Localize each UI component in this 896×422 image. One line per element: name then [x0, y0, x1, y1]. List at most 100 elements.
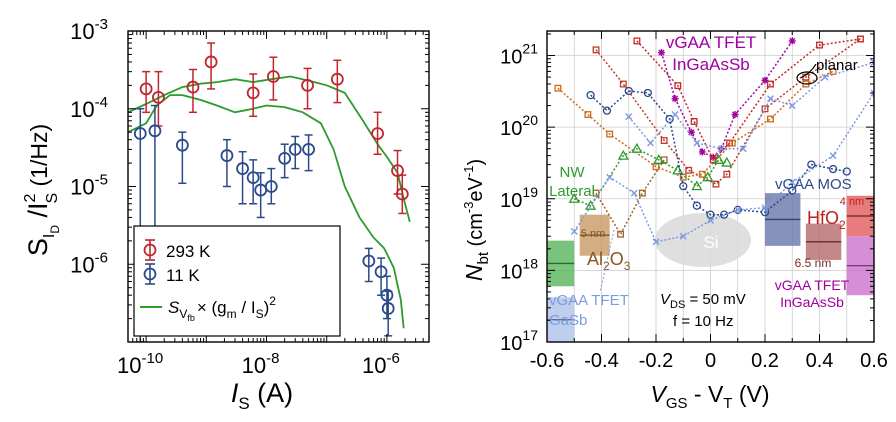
data-point-square — [584, 111, 592, 118]
label-frequency: f = 10 Hz — [673, 313, 733, 330]
data-point — [175, 138, 189, 152]
border-trap-density-chart: -0.6 -0.4 -0.2 0 0.2 0.4 0.6 1017 1018 1019 1020 10… — [461, 30, 888, 412]
right-x-axis-label: VGS - VT (V) — [650, 381, 769, 412]
left-y-axis-label: SID /I2 S (1/Hz) — [22, 124, 62, 256]
data-point — [330, 72, 344, 86]
data-point-star — [671, 95, 679, 103]
legend-item-293k: 293 K — [143, 239, 211, 261]
data-point-x — [788, 102, 796, 110]
label-si: Si — [703, 233, 718, 252]
data-point-x — [717, 145, 725, 153]
data-point-square — [619, 80, 627, 88]
x-tick-label: 0.4 — [806, 350, 834, 372]
data-point-triangle — [721, 156, 733, 167]
data-point — [220, 149, 234, 162]
data-point-square — [856, 35, 864, 43]
data-point-star — [761, 76, 769, 84]
trap-curve — [557, 70, 834, 178]
data-point-circle — [807, 160, 816, 169]
data-point — [204, 55, 218, 69]
data-point-x — [766, 95, 774, 103]
data-point-square — [674, 82, 682, 90]
fit-line — [128, 75, 411, 223]
data-point-triangle — [568, 192, 580, 203]
data-point — [302, 143, 316, 156]
data-point-star — [687, 128, 695, 136]
data-point-x — [821, 73, 829, 81]
data-point-x — [870, 58, 874, 66]
fit-line — [128, 94, 405, 329]
data-point-x — [647, 139, 655, 147]
trap-curve — [660, 40, 793, 159]
label-nw-lateral-1: NW — [560, 164, 586, 181]
data-point-x — [739, 145, 747, 153]
data-point-square — [728, 139, 736, 147]
label-vgaa-tfet-ingaassb-bottom-1: vGAA TFET — [775, 277, 850, 293]
data-point-triangle — [617, 149, 629, 160]
right-y-axis-label: Nbt (cm-3eV-1) — [461, 159, 492, 281]
data-point — [246, 86, 260, 100]
data-point-x — [652, 238, 660, 246]
x-tick-label: 10-8 — [242, 350, 280, 378]
data-point — [391, 164, 404, 178]
data-point-circle — [706, 210, 715, 219]
data-point-x — [671, 111, 679, 119]
y-tick-label: 10-6 — [70, 249, 108, 277]
label-nw-lateral-2: Lateral — [549, 183, 595, 200]
x-tick-label: -0.4 — [584, 350, 618, 372]
data-point-circle — [665, 114, 674, 124]
x-tick-label: 0.2 — [751, 350, 779, 372]
planar-ellipse — [796, 71, 818, 85]
data-point-x — [761, 204, 769, 212]
data-point — [362, 254, 376, 268]
data-point — [152, 90, 165, 104]
data-point-circle — [788, 186, 797, 195]
data-point-x — [679, 232, 687, 240]
label-vgaa-mos: vGAA MOS — [775, 176, 852, 193]
data-point-circle — [842, 167, 851, 176]
data-point — [139, 82, 153, 96]
data-point-x — [829, 152, 837, 160]
data-point-triangle — [631, 142, 643, 153]
data-point — [236, 162, 249, 175]
data-point-triangle — [672, 164, 684, 175]
x-tick-label: -0.6 — [530, 350, 564, 372]
trap-curve — [573, 92, 874, 243]
y-tick-label: 10-4 — [70, 94, 108, 122]
si-ellipse — [655, 213, 751, 267]
data-point-square — [638, 189, 646, 197]
data-point-circle — [719, 210, 729, 219]
label-al2o3: Al2O3 — [587, 249, 631, 273]
data-point-square — [829, 67, 837, 75]
data-point — [301, 78, 314, 92]
data-point-square — [690, 118, 698, 125]
legend-box — [133, 225, 341, 337]
left-plot-area — [128, 42, 411, 342]
y-tick-label: 1017 — [500, 327, 538, 355]
data-point-circle — [692, 201, 702, 210]
planar-pointer — [799, 63, 817, 79]
data-point-triangle — [691, 180, 703, 191]
y-tick-label: 10-3 — [70, 16, 108, 44]
data-point-x — [630, 189, 638, 197]
data-point-square — [767, 115, 774, 123]
data-point-x — [870, 89, 874, 97]
data-point-square — [767, 80, 774, 88]
x-tick-label: 10-6 — [362, 350, 400, 378]
data-point-star — [698, 148, 706, 156]
x-tick-label: -0.2 — [639, 350, 673, 372]
data-point-x — [788, 178, 796, 186]
data-point-circle — [602, 106, 612, 115]
x-tick-label: 10-10 — [117, 350, 163, 378]
data-point-circle — [733, 205, 742, 215]
data-point-star — [731, 111, 739, 119]
data-point-square — [723, 170, 731, 178]
data-point — [246, 171, 260, 185]
data-point-square — [660, 137, 668, 144]
right-ticks: -0.6 -0.4 -0.2 0 0.2 0.4 0.6 1017 1018 1019 1020 10… — [500, 31, 888, 372]
gasb-pointer — [599, 229, 615, 293]
legend-label-fit: SVfb× (gm / IS)2 — [168, 294, 276, 323]
data-point-square — [633, 37, 641, 45]
data-point-triangle — [653, 153, 665, 164]
